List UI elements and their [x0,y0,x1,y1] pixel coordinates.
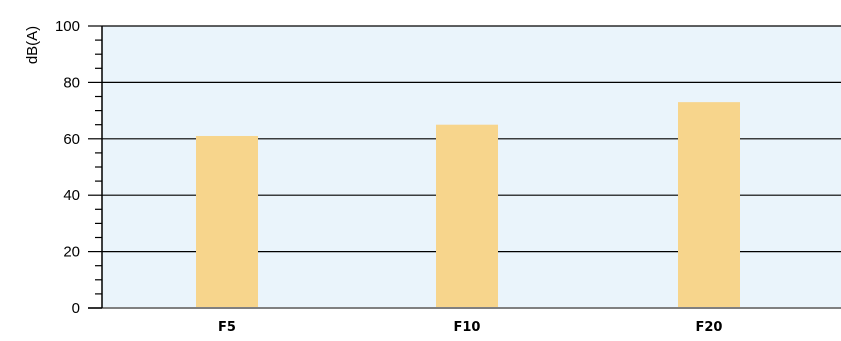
y-axis-ticks [88,26,102,308]
y-tick-label-100: 100 [55,18,80,35]
y-axis-title: dB(A) [24,26,41,64]
y-tick-labels: 0 20 40 60 80 100 [55,18,80,317]
y-tick-label-20: 20 [63,244,80,261]
bar-f10 [436,125,498,308]
x-tick-label-f5: F5 [218,320,236,335]
y-tick-label-40: 40 [63,187,80,204]
y-tick-label-0: 0 [72,300,80,317]
y-tick-label-60: 60 [63,131,80,148]
x-tick-label-f20: F20 [696,320,723,335]
y-tick-label-80: 80 [63,74,80,91]
bar-f5 [196,136,258,308]
bar-f20 [678,102,740,308]
x-tick-label-f10: F10 [454,320,481,335]
x-tick-labels: F5 F10 F20 [218,320,722,335]
